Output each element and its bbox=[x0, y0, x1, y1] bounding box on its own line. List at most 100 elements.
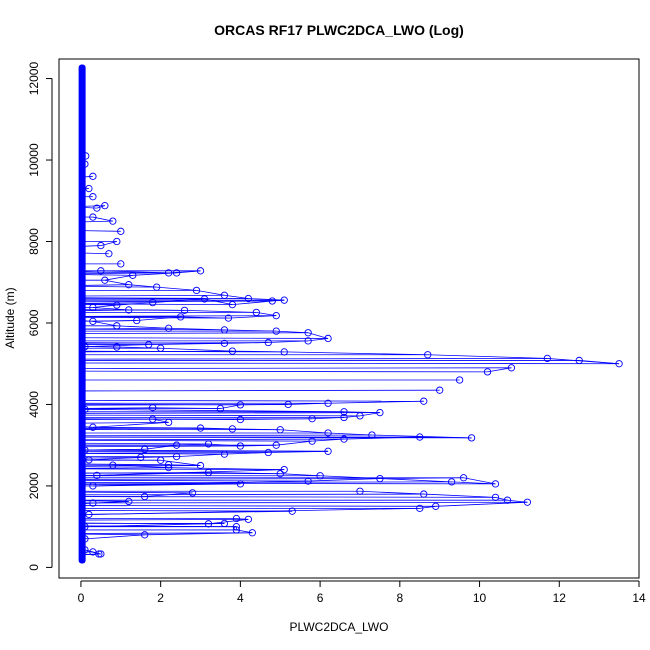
data-point bbox=[436, 386, 444, 394]
data-point bbox=[149, 298, 157, 307]
data-point bbox=[420, 490, 428, 498]
data-point bbox=[316, 472, 324, 480]
data-point bbox=[232, 523, 241, 531]
data-point bbox=[81, 342, 89, 351]
series-segment bbox=[423, 493, 496, 498]
series-segment bbox=[176, 453, 225, 458]
series-segment bbox=[82, 496, 496, 498]
data-point bbox=[288, 507, 296, 515]
data-point bbox=[125, 497, 133, 506]
data-point bbox=[340, 408, 348, 416]
data-point bbox=[81, 446, 89, 454]
data-point bbox=[117, 227, 125, 235]
data-point bbox=[416, 504, 424, 512]
series-segment bbox=[232, 300, 273, 306]
series-segment bbox=[463, 477, 496, 485]
series-segment bbox=[236, 518, 249, 520]
series-segment bbox=[82, 220, 113, 223]
series-segment bbox=[196, 289, 225, 296]
series-segment bbox=[82, 502, 93, 505]
data-point bbox=[204, 440, 213, 448]
data-point bbox=[220, 450, 229, 458]
data-point bbox=[164, 418, 173, 427]
series-segment bbox=[280, 473, 321, 477]
series-segment bbox=[276, 330, 309, 334]
series-segment bbox=[240, 418, 313, 420]
data-point bbox=[324, 447, 332, 455]
data-point bbox=[491, 493, 500, 501]
series-segment bbox=[104, 279, 129, 286]
data-point bbox=[164, 461, 173, 469]
data-point bbox=[220, 326, 229, 334]
series-segment bbox=[152, 298, 205, 304]
y-tick-label: 0 bbox=[27, 564, 41, 571]
series-segment bbox=[82, 285, 157, 288]
series-segment bbox=[82, 300, 273, 303]
x-tick-label: 10 bbox=[473, 591, 487, 605]
series-segment bbox=[82, 467, 169, 469]
data-point bbox=[125, 281, 133, 289]
series-segment bbox=[276, 440, 313, 446]
data-point bbox=[455, 376, 464, 384]
data-point bbox=[459, 474, 468, 482]
data-point bbox=[272, 327, 280, 335]
data-point bbox=[232, 526, 241, 534]
series-segment bbox=[82, 465, 201, 467]
data-point bbox=[280, 465, 288, 474]
y-axis: 0 2000 4000 6000 8000 10000 12000 bbox=[27, 62, 53, 571]
data-point bbox=[192, 286, 201, 295]
data-point bbox=[324, 334, 332, 343]
data-point bbox=[228, 425, 237, 433]
data-point bbox=[156, 344, 165, 352]
series-segment bbox=[82, 468, 285, 471]
series-segment bbox=[224, 342, 269, 344]
series-segment bbox=[82, 501, 528, 504]
series-segment bbox=[82, 302, 153, 304]
series-segment bbox=[547, 358, 620, 365]
series-segment bbox=[82, 252, 109, 255]
data-point bbox=[164, 463, 173, 472]
data-point bbox=[523, 498, 532, 506]
series-segment bbox=[92, 320, 117, 327]
data-point bbox=[149, 404, 157, 412]
data-point bbox=[180, 306, 189, 315]
series-segment bbox=[82, 315, 277, 317]
x-tick-label: 12 bbox=[553, 591, 567, 605]
data-point bbox=[82, 152, 90, 160]
data-point bbox=[228, 300, 237, 309]
data-point bbox=[141, 445, 149, 453]
data-point bbox=[97, 267, 105, 275]
data-point bbox=[416, 433, 424, 441]
series-segment bbox=[451, 481, 496, 485]
series-segment bbox=[148, 342, 225, 345]
series-segment bbox=[168, 467, 285, 471]
data-point bbox=[376, 474, 384, 483]
series-segment bbox=[248, 298, 285, 301]
series-segment bbox=[200, 427, 233, 430]
data-point bbox=[89, 172, 97, 180]
data-point bbox=[424, 351, 432, 359]
data-point bbox=[81, 160, 89, 168]
series-segment bbox=[82, 230, 121, 232]
series-segment bbox=[84, 449, 329, 452]
series-segment bbox=[132, 272, 177, 276]
series-segment bbox=[224, 294, 249, 299]
data-point bbox=[308, 437, 316, 445]
series-segment bbox=[82, 205, 105, 207]
data-point bbox=[447, 478, 456, 486]
data-point bbox=[176, 313, 185, 321]
data-point bbox=[172, 441, 181, 449]
series-segment bbox=[82, 175, 93, 178]
series-segment bbox=[82, 532, 253, 534]
data-point bbox=[304, 477, 312, 485]
data-point bbox=[280, 296, 288, 304]
series-segment bbox=[82, 309, 129, 312]
series-segment bbox=[84, 448, 145, 451]
data-point bbox=[280, 348, 288, 356]
data-point bbox=[276, 426, 284, 434]
data-point bbox=[368, 431, 376, 439]
data-point bbox=[101, 202, 109, 210]
data-point bbox=[85, 184, 93, 193]
series-segment bbox=[82, 436, 472, 439]
data-point bbox=[204, 520, 213, 528]
